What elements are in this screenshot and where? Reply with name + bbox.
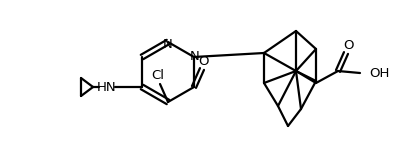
Text: N: N [190, 51, 200, 63]
Text: O: O [199, 55, 209, 67]
Text: HN: HN [97, 81, 117, 93]
Text: Cl: Cl [151, 68, 164, 82]
Text: O: O [343, 38, 353, 52]
Text: OH: OH [369, 66, 389, 80]
Text: N: N [163, 37, 173, 51]
